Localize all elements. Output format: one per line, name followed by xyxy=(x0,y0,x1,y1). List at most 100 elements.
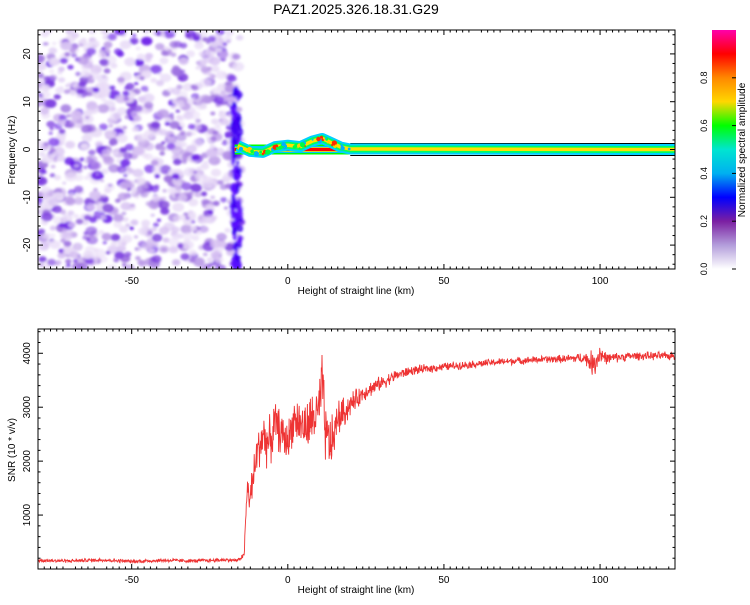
noise-blob xyxy=(180,69,185,74)
transition-blob xyxy=(230,183,238,193)
colorbar-gradient xyxy=(712,30,736,269)
noise-blob xyxy=(136,177,146,185)
snr-panel: -50 0 50 100 1000 2000 3000 4000 Height of str… xyxy=(7,328,676,596)
noise-blob xyxy=(210,136,217,142)
noise-blob xyxy=(44,233,52,239)
noise-blob xyxy=(48,131,53,135)
noise-blob xyxy=(94,248,106,258)
noise-blob xyxy=(199,30,209,37)
noise-blob xyxy=(75,71,81,77)
noise-blob xyxy=(133,105,143,112)
noise-blob xyxy=(103,68,111,74)
signal-wobble-blob xyxy=(323,137,326,140)
colorbar-tick-label: 0.0 xyxy=(699,263,709,276)
noise-blob xyxy=(163,46,170,51)
noise-blob xyxy=(201,174,207,179)
noise-blob xyxy=(154,174,160,179)
noise-blob xyxy=(162,189,167,193)
noise-blob xyxy=(38,151,46,157)
transition-blob xyxy=(231,154,237,159)
noise-blob xyxy=(124,143,134,151)
spectrogram-noise-layer xyxy=(38,30,246,269)
noise-blob xyxy=(196,59,207,68)
noise-blob xyxy=(66,218,72,222)
noise-blob xyxy=(218,241,228,248)
noise-blob xyxy=(89,40,100,49)
transition-blob xyxy=(236,206,243,213)
noise-blob xyxy=(142,183,149,189)
noise-blob xyxy=(162,237,170,243)
noise-blob xyxy=(66,263,71,268)
noise-blob xyxy=(179,130,186,136)
noise-blob xyxy=(222,35,233,43)
noise-blob xyxy=(58,222,66,228)
noise-blob xyxy=(40,212,53,222)
noise-blob xyxy=(53,94,61,100)
noise-blob xyxy=(178,57,189,65)
noise-blob xyxy=(200,216,211,225)
noise-blob xyxy=(220,197,228,203)
noise-blob xyxy=(86,47,96,56)
noise-blob xyxy=(38,242,50,251)
noise-blob xyxy=(68,221,77,228)
noise-blob xyxy=(110,62,118,69)
noise-blob xyxy=(123,173,128,178)
noise-blob xyxy=(192,32,201,40)
transition-blob xyxy=(236,182,240,192)
noise-blob xyxy=(161,50,169,56)
noise-blob xyxy=(161,196,167,201)
snr-x-tick-label: 50 xyxy=(438,575,450,586)
noise-blob xyxy=(101,46,106,50)
noise-blob xyxy=(200,66,210,73)
noise-blob xyxy=(125,82,135,90)
noise-blob xyxy=(66,121,75,129)
noise-blob xyxy=(141,153,149,158)
noise-blob xyxy=(102,194,107,198)
noise-blob xyxy=(172,65,180,71)
signal-wobble-blob xyxy=(261,152,265,156)
noise-blob xyxy=(39,107,50,115)
noise-blob xyxy=(160,32,166,37)
noise-blob xyxy=(58,77,66,83)
noise-blob xyxy=(131,120,137,125)
noise-blob xyxy=(130,219,139,226)
noise-blob xyxy=(139,76,145,81)
noise-blob xyxy=(186,144,197,154)
noise-blob xyxy=(161,141,166,145)
noise-blob xyxy=(49,74,58,81)
noise-blob xyxy=(84,175,90,180)
noise-blob xyxy=(64,195,75,204)
noise-blob xyxy=(135,256,141,261)
noise-blob xyxy=(192,95,202,103)
noise-blob xyxy=(114,48,123,56)
noise-blob xyxy=(185,185,191,190)
noise-blob xyxy=(120,179,133,189)
noise-blob xyxy=(227,74,237,83)
noise-blob xyxy=(41,169,47,175)
noise-blob xyxy=(65,140,76,149)
transition-blob xyxy=(231,200,237,209)
noise-blob xyxy=(100,179,105,183)
noise-blob xyxy=(88,30,97,35)
noise-blob xyxy=(129,226,135,231)
noise-blob xyxy=(66,113,72,118)
transition-blob xyxy=(235,160,240,166)
noise-blob xyxy=(41,186,51,194)
noise-blob xyxy=(73,214,79,219)
noise-blob xyxy=(58,114,67,121)
spectrogram-x-axis-label: Height of straight line (km) xyxy=(298,286,415,297)
noise-blob xyxy=(189,257,196,263)
snr-x-tick-label: -50 xyxy=(124,575,139,586)
noise-blob xyxy=(135,195,140,199)
noise-blob xyxy=(103,41,113,49)
noise-blob xyxy=(174,100,185,108)
noise-blob xyxy=(65,30,73,35)
noise-blob xyxy=(110,233,121,242)
noise-blob xyxy=(115,94,127,104)
noise-blob xyxy=(215,123,221,128)
noise-blob xyxy=(210,195,216,200)
noise-blob xyxy=(215,30,225,36)
noise-blob xyxy=(38,62,47,71)
noise-blob xyxy=(212,200,220,207)
